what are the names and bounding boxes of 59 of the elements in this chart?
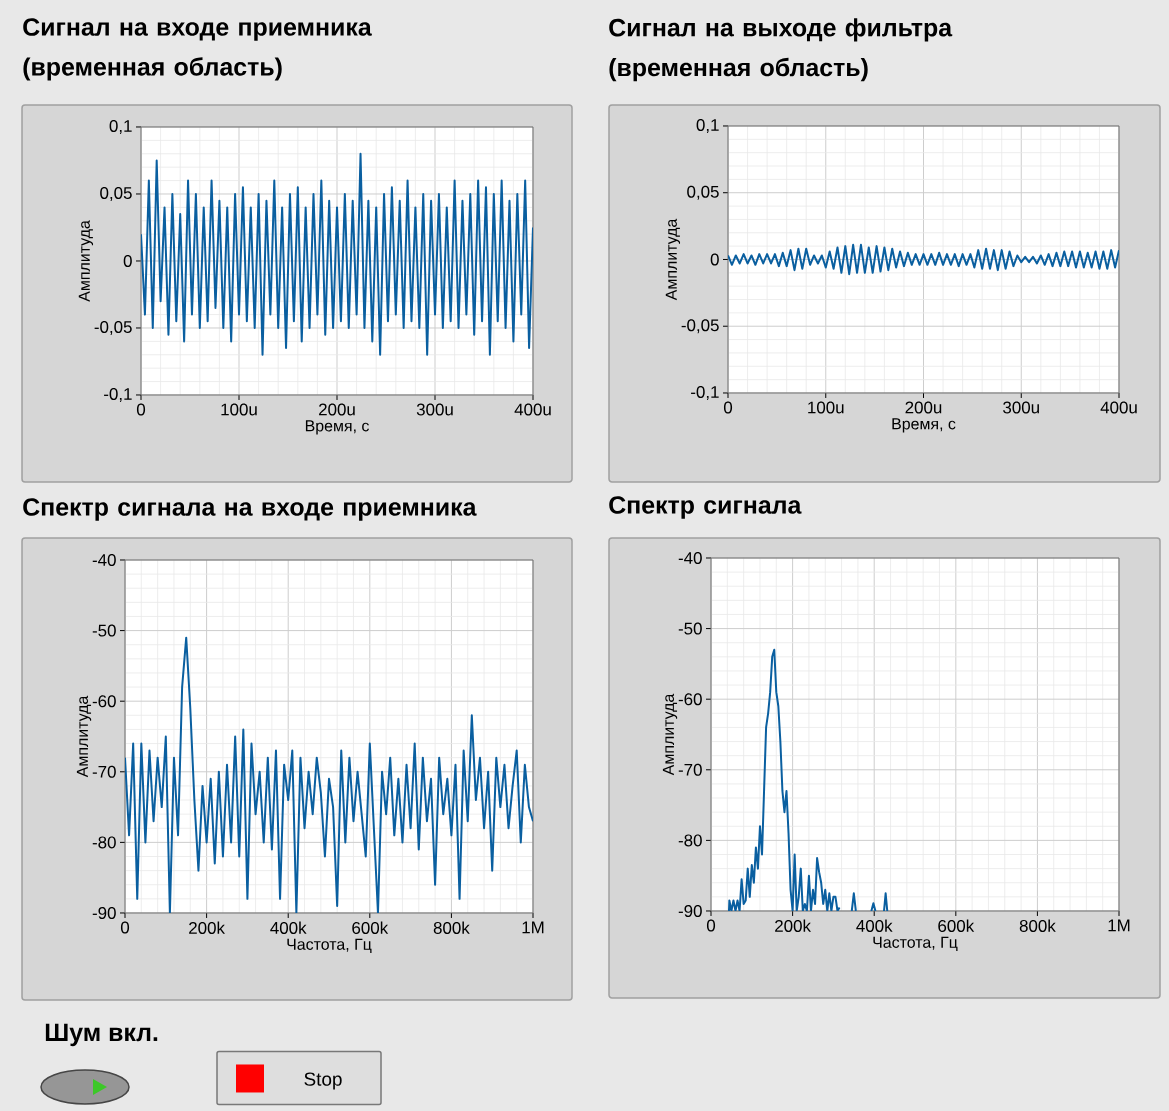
y-tick-label: -90 — [92, 906, 116, 919]
y-tick-label: -60 — [92, 695, 116, 708]
x-tick-label: 600k — [938, 919, 975, 932]
x-tick-label: 400k — [856, 919, 893, 932]
x-tick-label: 100u — [221, 403, 257, 416]
y-tick-label: -60 — [678, 693, 702, 706]
x-tick-label: 1M — [522, 921, 544, 934]
y-axis-title: Амплитуда — [665, 218, 681, 301]
x-axis-title: Частота, Гц — [873, 936, 958, 951]
y-tick-label: -0,1 — [104, 387, 132, 402]
x-tick-label: 800k — [433, 921, 470, 934]
y-tick-label: -40 — [678, 551, 702, 564]
y-tick-label: -70 — [92, 765, 116, 778]
x-tick-label: 800k — [1019, 919, 1056, 932]
y-axis-title: Амплитуда — [78, 220, 94, 302]
x-tick-label: 400k — [270, 921, 307, 934]
x-tick-label: 400u — [514, 403, 551, 416]
y-tick-label: -50 — [678, 622, 702, 635]
x-tick-label: 400u — [1100, 401, 1137, 414]
line-series — [125, 636, 534, 913]
chart-title: Сигнал на входе приемника (временная область) — [23, 18, 372, 81]
x-tick-label: 1M — [1108, 919, 1130, 932]
y-axis-title: Амплитуда — [662, 693, 678, 776]
y-tick-label: 0,1 — [696, 118, 719, 133]
line-series — [728, 243, 1120, 276]
y-tick-label: 0 — [710, 253, 719, 266]
x-axis-title: Частота, Гц — [287, 938, 372, 953]
x-tick-label: 200u — [905, 401, 942, 414]
x-tick-label: 0 — [136, 403, 146, 416]
y-tick-label: -0,05 — [94, 320, 132, 335]
y-tick-label: -80 — [92, 836, 116, 849]
x-tick-label: 300u — [1003, 401, 1039, 414]
line-series — [141, 152, 534, 356]
x-tick-label: 200k — [775, 919, 811, 932]
x-tick-label: 100u — [808, 401, 844, 414]
x-tick-label: 0 — [723, 401, 733, 414]
chart-title: Спектр сигнала — [609, 496, 802, 519]
y-tick-label: -0,1 — [691, 385, 719, 400]
x-axis-title: Время, с — [892, 418, 956, 433]
y-tick-label: -90 — [678, 904, 702, 917]
x-tick-label: 200k — [189, 921, 225, 934]
chart-title: Сигнал на выходе фильтра (временная область) — [609, 18, 953, 82]
y-axis-title: Амплитуда — [76, 695, 92, 778]
y-tick-label: -40 — [92, 553, 116, 566]
y-tick-label: -50 — [92, 624, 116, 637]
y-tick-label: -70 — [678, 763, 702, 776]
y-tick-label: -80 — [678, 834, 702, 847]
y-tick-label: 0 — [123, 254, 132, 267]
chart-title: Спектр сигнала на входе приемника — [23, 498, 477, 521]
x-tick-label: 300u — [416, 403, 453, 416]
text: Шум вкл. — [45, 1023, 158, 1047]
y-tick-label: 0,05 — [100, 186, 132, 201]
x-tick-label: 600k — [352, 921, 389, 934]
text: Stop — [304, 1072, 342, 1090]
x-tick-label: 200u — [319, 403, 355, 416]
y-tick-label: 0,1 — [109, 119, 132, 134]
y-tick-label: 0,05 — [687, 185, 719, 200]
y-tick-label: -0,05 — [681, 319, 719, 334]
x-axis-title: Время, с — [305, 420, 369, 435]
